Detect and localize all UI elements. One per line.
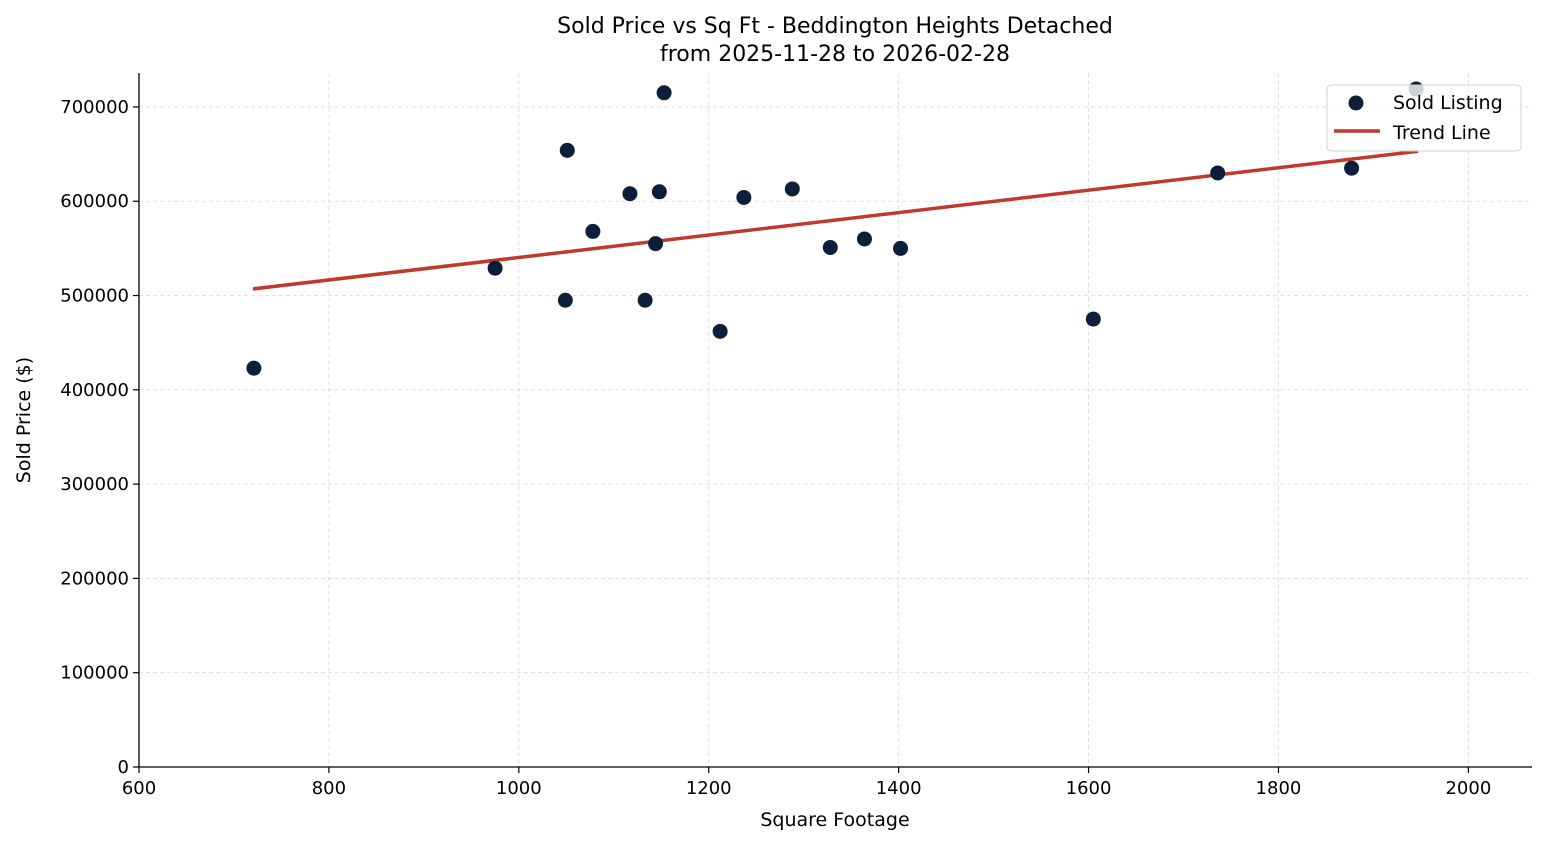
data-point xyxy=(637,292,653,308)
points-layer xyxy=(246,81,1424,376)
x-tick-label: 1200 xyxy=(686,778,732,799)
chart-title: Sold Price vs Sq Ft - Beddington Heights… xyxy=(557,14,1113,39)
x-tick-label: 1400 xyxy=(876,778,922,799)
data-point xyxy=(648,236,664,252)
data-point xyxy=(893,240,909,256)
data-point xyxy=(1210,165,1226,181)
data-point xyxy=(712,323,728,339)
legend-label-sold-listing: Sold Listing xyxy=(1393,92,1503,114)
y-tick-label: 400000 xyxy=(60,380,129,401)
y-tick-label: 500000 xyxy=(60,286,129,307)
data-point xyxy=(487,260,503,276)
chart-subtitle: from 2025-11-28 to 2026-02-28 xyxy=(660,42,1010,67)
data-point xyxy=(1085,311,1101,327)
trend-line-layer xyxy=(252,149,1419,291)
x-tick-label: 1600 xyxy=(1066,778,1112,799)
data-point xyxy=(1344,160,1360,176)
grid xyxy=(138,73,1532,768)
data-point xyxy=(246,360,262,376)
y-axis-label: Sold Price ($) xyxy=(13,357,35,483)
legend-label-trend-line: Trend Line xyxy=(1392,122,1491,144)
data-point xyxy=(784,181,800,197)
x-tick-label: 1800 xyxy=(1256,778,1302,799)
data-point xyxy=(822,239,838,255)
y-tick-label: 300000 xyxy=(60,474,129,495)
y-tick-label: 0 xyxy=(118,757,129,778)
data-point xyxy=(557,292,573,308)
data-point xyxy=(622,186,638,202)
y-tick-label: 700000 xyxy=(60,97,129,118)
data-point xyxy=(656,85,672,101)
legend-box xyxy=(1326,84,1522,152)
data-point xyxy=(585,223,601,239)
trend-line xyxy=(252,149,1419,291)
legend-marker-sold-listing xyxy=(1348,95,1364,111)
axes: 600 800 1000 1200 1400 1600 1800 2000 0 100000 200… xyxy=(60,73,1532,799)
data-point xyxy=(651,184,667,200)
data-point xyxy=(856,231,872,247)
x-tick-label: 800 xyxy=(312,778,346,799)
x-tick-label: 2000 xyxy=(1445,778,1491,799)
x-tick-label: 1000 xyxy=(496,778,542,799)
x-axis-label: Square Footage xyxy=(760,809,909,831)
x-tick-label: 600 xyxy=(122,778,156,799)
data-point xyxy=(736,189,752,205)
y-tick-label: 200000 xyxy=(60,568,129,589)
y-tick-label: 100000 xyxy=(60,663,129,684)
data-point xyxy=(559,142,575,158)
y-tick-label: 600000 xyxy=(60,191,129,212)
legend: Sold Listing Trend Line xyxy=(1326,84,1522,152)
